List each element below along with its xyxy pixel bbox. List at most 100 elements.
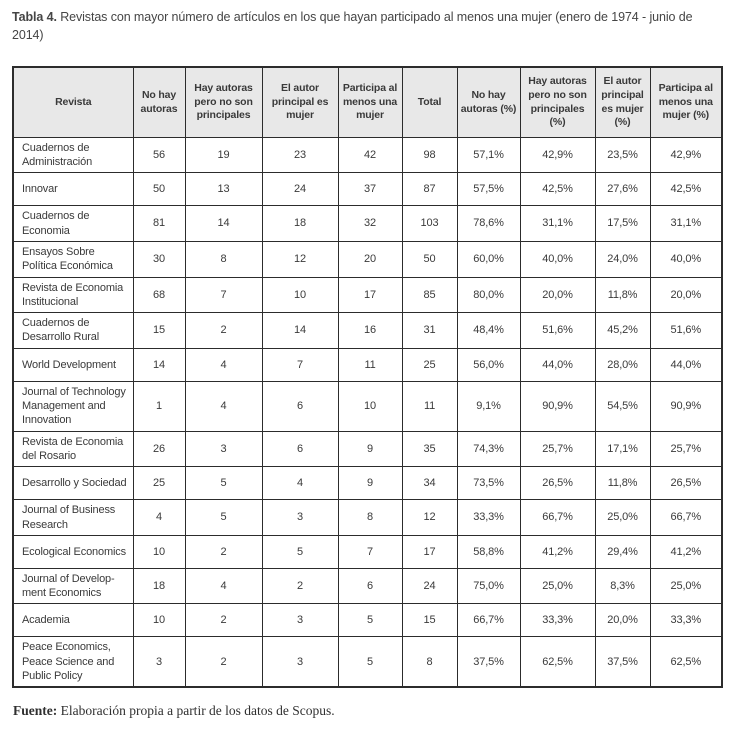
source-note: Fuente: Elaboración propia a partir de l…: [12, 703, 722, 719]
data-cell: 28,0%: [594, 347, 651, 382]
data-cell: 25: [132, 466, 186, 501]
data-cell: 6: [337, 567, 403, 605]
data-cell: 16: [337, 312, 403, 349]
table-body: Cuadernos de Administración 56 19 23 42 98 57,…: [12, 136, 723, 688]
column-header-3: El autor principal es mujer: [261, 66, 339, 138]
data-cell: 17: [337, 276, 403, 314]
data-cell: 18: [261, 205, 339, 242]
data-cell: 25,0%: [594, 499, 651, 536]
data-cell: 24,0%: [594, 240, 651, 278]
data-cell: 11: [401, 380, 458, 432]
data-cell: 66,7%: [456, 603, 521, 638]
data-cell: 56: [132, 136, 186, 174]
column-header-6: No hay autoras (%): [456, 66, 521, 138]
column-header-5: Total: [401, 66, 458, 138]
data-cell: 27,6%: [594, 172, 651, 207]
data-cell: 14: [184, 205, 263, 242]
column-header-4: Participa al menos una mujer: [337, 66, 403, 138]
data-cell: 23: [261, 136, 339, 174]
data-cell: 45,2%: [594, 312, 651, 349]
data-cell: 9,1%: [456, 380, 521, 432]
source-label: Fuente:: [13, 703, 58, 719]
revista-cell: Cuadernos de Administración: [12, 136, 134, 174]
data-cell: 66,7%: [519, 499, 596, 536]
data-cell: 5: [184, 466, 263, 501]
data-cell: 25,7%: [649, 430, 723, 468]
revista-cell: Academia: [12, 603, 134, 638]
data-cell: 7: [184, 276, 263, 314]
data-cell: 90,9%: [649, 380, 723, 432]
revista-cell: Journal of Develop- ment Economics: [12, 567, 134, 605]
revista-cell: Journal of Business Research: [12, 499, 134, 536]
table-row: Innovar 50 13 24 37 87 57,5% 42,5% 27,6% 42,5%: [12, 172, 723, 207]
data-cell: 37,5%: [594, 636, 651, 688]
data-cell: 7: [261, 347, 339, 382]
data-cell: 98: [401, 136, 458, 174]
data-cell: 24: [261, 172, 339, 207]
data-cell: 6: [261, 380, 339, 432]
table-title: Tabla 4. Revistas con mayor número de ar…: [12, 8, 720, 44]
revista-cell: Revista de Economia del Rosario: [12, 430, 134, 468]
page: Tabla 4. Revistas con mayor número de ar…: [12, 8, 723, 719]
revista-cell: Ecological Economics: [12, 534, 134, 569]
data-cell: 4: [132, 499, 186, 536]
data-cell: 32: [337, 205, 403, 242]
data-cell: 1: [132, 380, 186, 432]
data-cell: 40,0%: [519, 240, 596, 278]
data-cell: 42: [337, 136, 403, 174]
data-cell: 42,5%: [519, 172, 596, 207]
data-cell: 17,1%: [594, 430, 651, 468]
data-cell: 41,2%: [649, 534, 723, 569]
data-cell: 2: [184, 312, 263, 349]
data-cell: 62,5%: [519, 636, 596, 688]
revistas-table: Revista No hay autoras Hay autoras pero no…: [12, 66, 723, 689]
data-cell: 11,8%: [594, 466, 651, 501]
data-cell: 51,6%: [649, 312, 723, 349]
header-row: Revista No hay autoras Hay autoras pero no…: [12, 66, 723, 138]
revista-cell: Cuadernos de Economia: [12, 205, 134, 242]
data-cell: 10: [337, 380, 403, 432]
data-cell: 5: [261, 534, 339, 569]
column-header-0: Revista: [12, 66, 134, 138]
data-cell: 31,1%: [519, 205, 596, 242]
table-row: Revista de Economia Institucional 68 7 10 17…: [12, 276, 723, 314]
data-cell: 57,1%: [456, 136, 521, 174]
revista-cell: Ensayos Sobre Política Económica: [12, 240, 134, 278]
data-cell: 12: [401, 499, 458, 536]
data-cell: 2: [261, 567, 339, 605]
data-cell: 48,4%: [456, 312, 521, 349]
data-cell: 33,3%: [519, 603, 596, 638]
revista-cell: Desarrollo y Sociedad: [12, 466, 134, 501]
data-cell: 50: [401, 240, 458, 278]
data-cell: 3: [132, 636, 186, 688]
revista-cell: Revista de Economia Institucional: [12, 276, 134, 314]
table-row: Revista de Economia del Rosario 26 3 6 9 35 74…: [12, 430, 723, 468]
data-cell: 31: [401, 312, 458, 349]
column-header-7: Hay autoras pero no son principales (%): [519, 66, 596, 138]
data-cell: 5: [184, 499, 263, 536]
data-cell: 8: [184, 240, 263, 278]
data-cell: 15: [132, 312, 186, 349]
data-cell: 37,5%: [456, 636, 521, 688]
data-cell: 37: [337, 172, 403, 207]
data-cell: 3: [261, 636, 339, 688]
data-cell: 9: [337, 466, 403, 501]
data-cell: 7: [337, 534, 403, 569]
data-cell: 20,0%: [649, 276, 723, 314]
table-title-label: Tabla 4.: [12, 10, 57, 24]
data-cell: 31,1%: [649, 205, 723, 242]
data-cell: 62,5%: [649, 636, 723, 688]
data-cell: 60,0%: [456, 240, 521, 278]
data-cell: 26,5%: [649, 466, 723, 501]
revista-cell: Innovar: [12, 172, 134, 207]
data-cell: 74,3%: [456, 430, 521, 468]
table-row: Journal of Technology Management and Inn…: [12, 380, 723, 432]
data-cell: 26: [132, 430, 186, 468]
data-cell: 12: [261, 240, 339, 278]
data-cell: 10: [132, 603, 186, 638]
data-cell: 24: [401, 567, 458, 605]
table-row: Journal of Develop- ment Economics 18 4 2 6 2…: [12, 567, 723, 605]
data-cell: 8,3%: [594, 567, 651, 605]
table-row: Peace Economics, Peace Science and Publi…: [12, 636, 723, 688]
data-cell: 73,5%: [456, 466, 521, 501]
